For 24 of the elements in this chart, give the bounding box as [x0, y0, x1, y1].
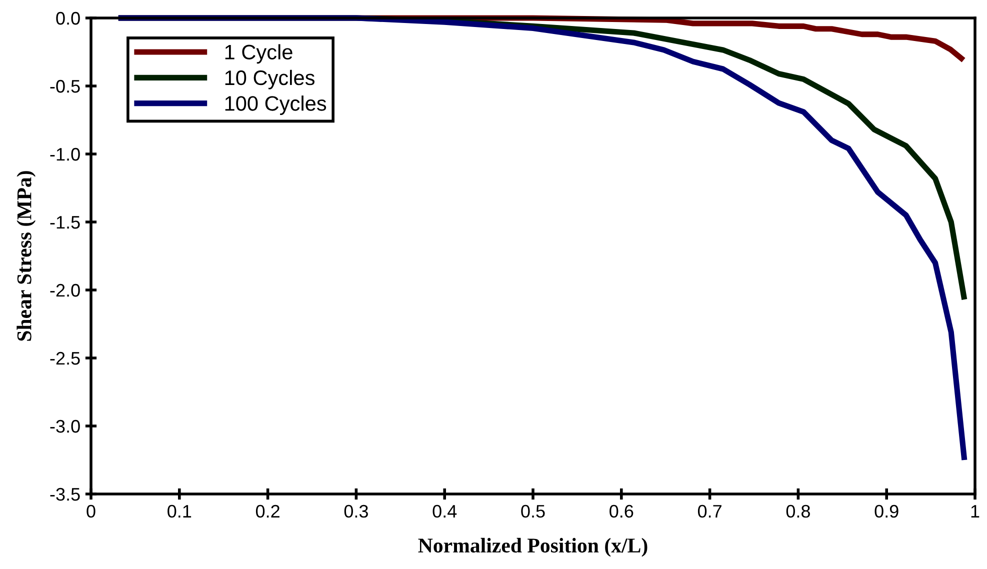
- y-tick-label: -2.0: [50, 284, 80, 297]
- x-tick-label: 0.8: [786, 504, 810, 518]
- x-tick-label: 0.5: [521, 504, 545, 518]
- legend-label: 100 Cycles: [225, 96, 326, 115]
- x-tick-label: 0.6: [610, 504, 634, 518]
- y-tick-label: -3.0: [50, 420, 80, 433]
- y-axis-title: Shear Stress (MPa): [16, 171, 36, 341]
- x-tick-label: 0.4: [432, 504, 457, 518]
- legend-label: 1 Cycle: [225, 44, 292, 64]
- x-tick-label: 1: [971, 505, 980, 518]
- y-tick-label: 0.0: [56, 12, 80, 25]
- x-axis-title: Normalized Position (x/L): [418, 538, 648, 557]
- y-tick-label: -3.5: [50, 488, 80, 501]
- x-tick-label: 0.1: [168, 504, 192, 518]
- x-tick-label: 0.3: [344, 504, 368, 518]
- y-tick-label: -0.5: [50, 80, 80, 93]
- y-tick-label: -2.5: [50, 352, 80, 365]
- y-tick-label: -1.0: [50, 148, 80, 161]
- y-tick-label: -1.5: [50, 216, 80, 229]
- x-tick-label: 0.7: [698, 504, 722, 518]
- x-tick-label: 0.9: [874, 504, 898, 518]
- x-tick-label: 0: [86, 504, 96, 518]
- x-tick-label: 0.2: [256, 504, 280, 518]
- legend-label: 10 Cycles: [225, 70, 314, 90]
